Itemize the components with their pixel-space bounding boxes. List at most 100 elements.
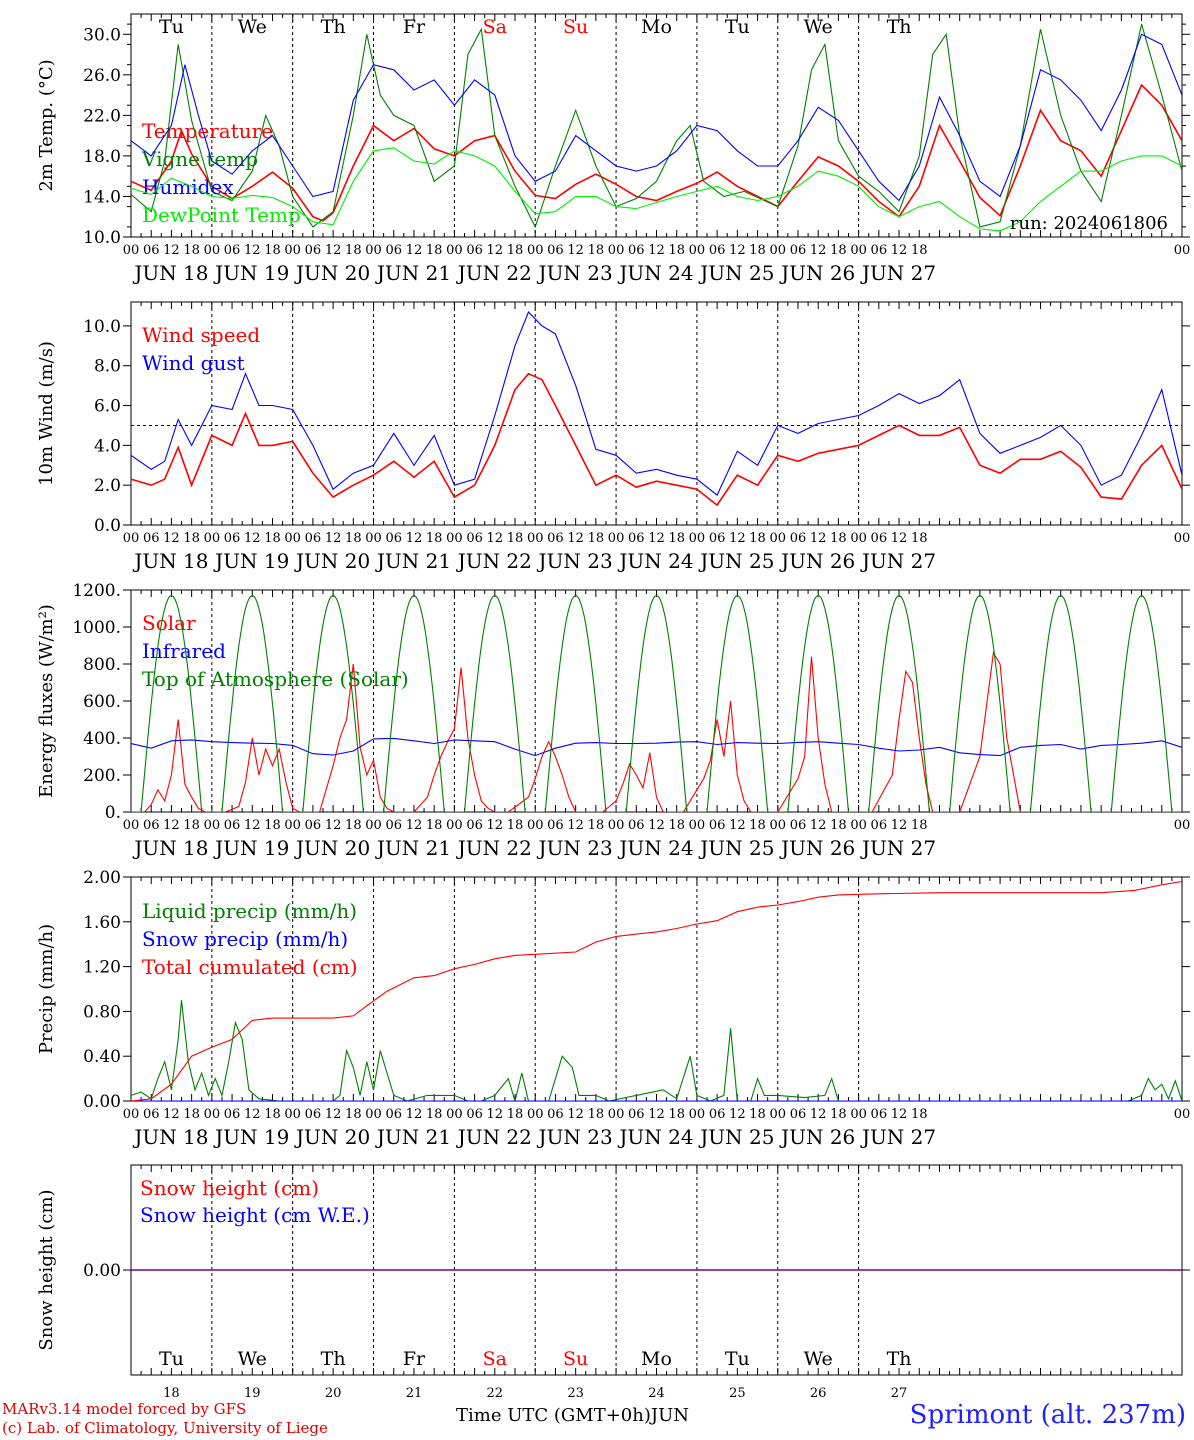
hour-tick-label: 18 — [830, 818, 847, 833]
hour-tick-label: 18 — [507, 531, 524, 546]
date-label: JUN 21 — [375, 1125, 451, 1149]
hour-tick-label: 00 — [769, 243, 786, 258]
hour-tick-label: 12 — [891, 1107, 908, 1122]
hour-tick-label: 06 — [385, 1107, 402, 1122]
hour-tick-label: 18 — [426, 243, 443, 258]
hour-tick-label: 06 — [790, 818, 807, 833]
hour-tick-label: 12 — [163, 243, 180, 258]
hour-tick-label: 06 — [143, 243, 160, 258]
hour-tick-label: 00 — [689, 243, 706, 258]
hour-tick-label: 12 — [567, 1107, 584, 1122]
hour-tick-label: 12 — [325, 818, 342, 833]
y-tick-label: 600. — [83, 692, 121, 712]
date-label: JUN 25 — [698, 549, 774, 573]
hour-tick-label: 18 — [830, 1107, 847, 1122]
weekday-label: Fr — [403, 16, 426, 38]
hour-tick-label: 18 — [264, 1107, 281, 1122]
chart-panel-3: 0. 200. 400. 600. 800. 1000. 1200. Energy fluxe… — [36, 581, 1190, 860]
legend-entry: Wind speed — [142, 323, 260, 347]
hour-tick-label: 18 — [264, 243, 281, 258]
date-label: JUN 20 — [294, 549, 370, 573]
hour-tick-label: 18 — [668, 1107, 685, 1122]
hour-tick-label: 00 — [1174, 243, 1191, 258]
hour-tick-label: 12 — [406, 531, 423, 546]
credit-line: (c) Lab. of Climatology, University of L… — [2, 1419, 328, 1437]
hour-tick-label: 18 — [183, 243, 200, 258]
hour-tick-label: 00 — [365, 531, 382, 546]
date-label: JUN 26 — [779, 549, 855, 573]
legend-entry: Temperature — [142, 119, 273, 143]
hour-tick-label: 18 — [507, 1107, 524, 1122]
y-tick-label: 1000. — [72, 618, 121, 638]
hour-tick-label: 18 — [264, 818, 281, 833]
hour-tick-label: 18 — [183, 1107, 200, 1122]
hour-tick-label: 00 — [850, 531, 867, 546]
hour-tick-label: 00 — [769, 818, 786, 833]
hour-tick-label: 12 — [567, 243, 584, 258]
hour-tick-label: 18 — [830, 531, 847, 546]
date-label: JUN 22 — [456, 261, 532, 285]
hour-tick-label: 00 — [1174, 531, 1191, 546]
y-tick-label: 30.0 — [83, 25, 121, 45]
hour-tick-label: 12 — [891, 243, 908, 258]
series-line-humidex — [131, 33, 1182, 202]
hour-tick-label: 00 — [365, 1107, 382, 1122]
date-label: JUN 22 — [456, 1125, 532, 1149]
weekday-label: Mo — [641, 16, 672, 38]
weekday-label: We — [238, 16, 267, 38]
weekday-label: Th — [321, 16, 346, 38]
hour-tick-label: 00 — [689, 531, 706, 546]
hour-tick-label: 12 — [648, 1107, 665, 1122]
day-number-label: 21 — [406, 1386, 423, 1401]
date-label: JUN 20 — [294, 261, 370, 285]
hour-tick-label: 18 — [749, 531, 766, 546]
hour-tick-label: 18 — [911, 243, 928, 258]
y-tick-label: 26.0 — [83, 66, 121, 86]
date-label: JUN 18 — [132, 261, 208, 285]
hour-tick-label: 00 — [608, 243, 625, 258]
hour-tick-label: 00 — [446, 243, 463, 258]
y-axis-label: Precip (mm/h) — [36, 924, 57, 1054]
month-label: JUN — [650, 1405, 690, 1426]
hour-tick-label: 18 — [507, 818, 524, 833]
hour-tick-label: 06 — [305, 531, 322, 546]
day-number-label: 20 — [325, 1386, 342, 1401]
y-tick-label: 2.00 — [83, 868, 121, 888]
hour-tick-label: 06 — [547, 531, 564, 546]
station-name: Sprimont (alt. 237m) — [909, 1400, 1186, 1430]
hour-tick-label: 06 — [790, 243, 807, 258]
hour-tick-label: 18 — [830, 243, 847, 258]
hour-tick-label: 06 — [224, 531, 241, 546]
y-axis-label: 2m Temp. (°C) — [36, 59, 57, 191]
date-label: JUN 23 — [537, 836, 613, 860]
weekday-label: Tu — [725, 1348, 750, 1370]
hour-tick-label: 12 — [163, 531, 180, 546]
hour-tick-label: 06 — [305, 243, 322, 258]
y-tick-label: 1200. — [72, 581, 121, 601]
hour-tick-label: 06 — [385, 818, 402, 833]
hour-tick-label: 06 — [143, 1107, 160, 1122]
y-tick-label: 4.0 — [94, 436, 121, 456]
hour-tick-label: 18 — [749, 243, 766, 258]
date-label: JUN 23 — [537, 549, 613, 573]
y-tick-label: 200. — [83, 766, 121, 786]
hour-tick-label: 12 — [648, 531, 665, 546]
chart-panel-1: 10.0 14.0 18.0 22.0 26.0 30.0 2m Temp. (°C) Tu W… — [36, 13, 1191, 285]
hour-tick-label: 00 — [608, 818, 625, 833]
legend-entry: Solar — [142, 611, 196, 635]
hour-tick-label: 12 — [729, 243, 746, 258]
hour-tick-label: 18 — [749, 818, 766, 833]
hour-tick-label: 18 — [183, 818, 200, 833]
hour-tick-label: 12 — [325, 243, 342, 258]
model-line: MARv3.14 model forced by GFS — [2, 1400, 247, 1418]
series-line-infrared — [131, 737, 1182, 757]
y-tick-label: 1.20 — [83, 958, 121, 978]
hour-tick-label: 00 — [1174, 818, 1191, 833]
series-line-solar — [131, 651, 1182, 812]
date-label: JUN 21 — [375, 549, 451, 573]
series-line-wind-speed — [131, 372, 1182, 507]
hour-tick-label: 06 — [305, 1107, 322, 1122]
weekday-label: We — [238, 1348, 267, 1370]
y-tick-label: 0.00 — [83, 1092, 121, 1112]
